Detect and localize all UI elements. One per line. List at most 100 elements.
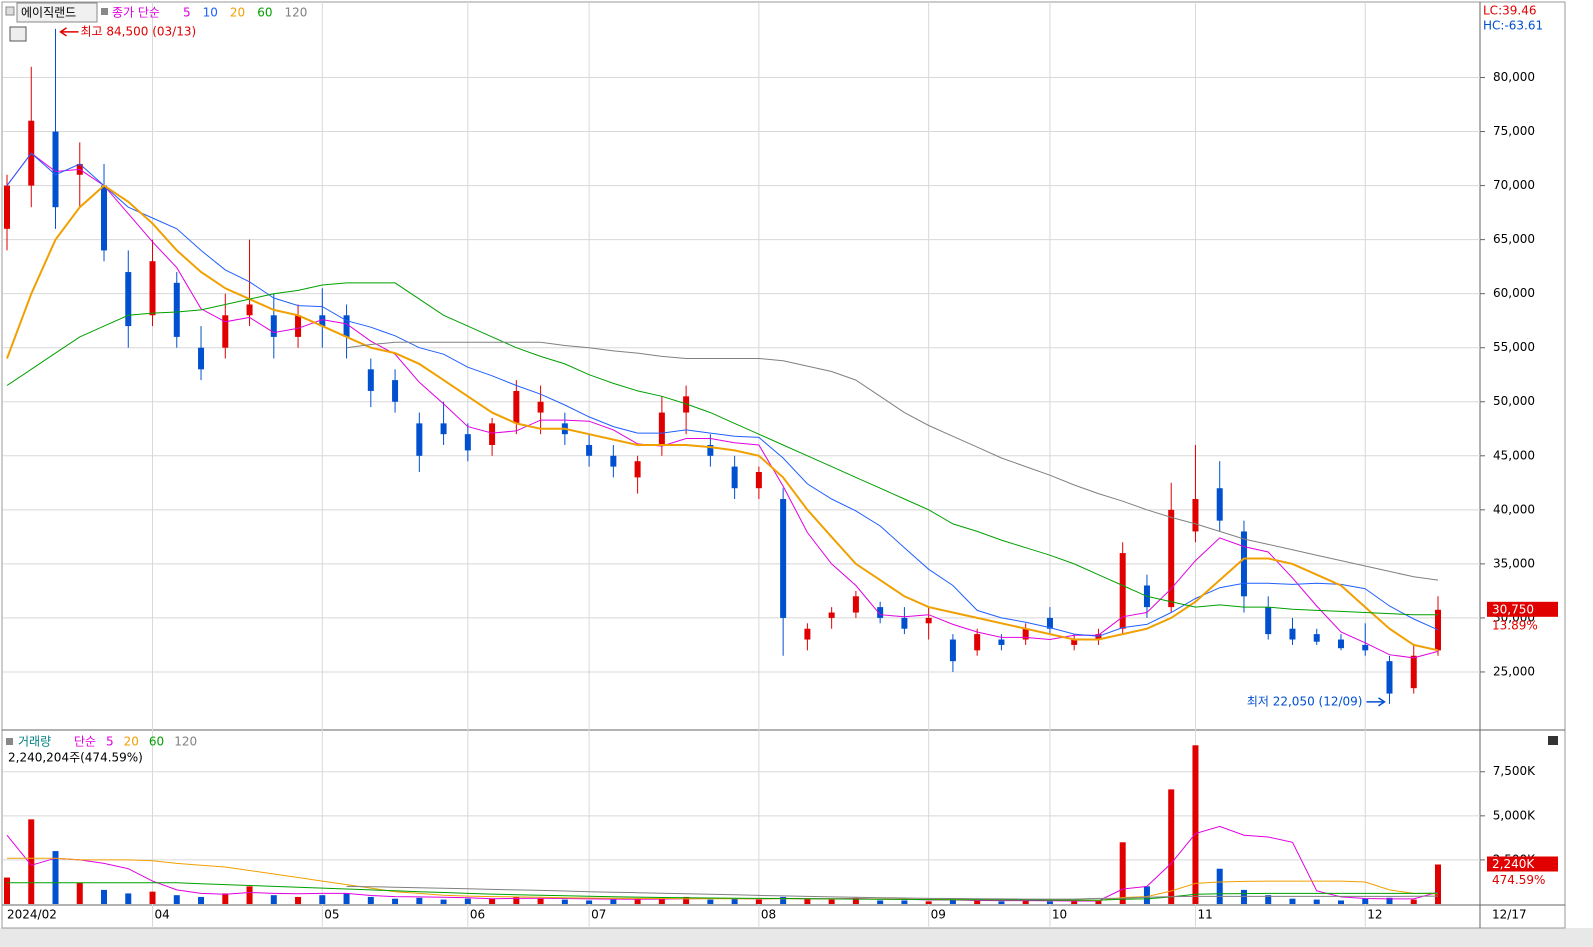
candle-body [513,390,520,424]
x-tick-label: 12 [1367,908,1382,922]
candle-body [949,639,956,662]
candle-body [173,282,180,337]
stock-name[interactable]: 에이직랜드 [21,6,76,20]
ma-line [346,341,1439,581]
frame [1,1,1566,929]
volume-bar [707,899,714,904]
volume-bar [101,889,108,904]
candle-body [198,347,205,370]
candle-body [149,261,156,316]
volume-bar [319,895,326,904]
volume-bar [246,886,253,904]
volume-title: 거래량 [18,735,51,749]
volume-bar [658,897,665,904]
volume-bar [1071,901,1078,904]
table-icon[interactable] [9,26,27,42]
marks [4,28,1441,904]
candle-body [925,617,932,624]
y-tick-label: 60,000 [1493,286,1535,300]
candle-body [222,315,229,348]
legend-entry: 10 [203,6,218,20]
candle-body [270,315,277,337]
x-tick-label: 08 [761,908,776,922]
volume-bar [1143,886,1150,904]
ratio-label: 474.59% [1492,873,1545,887]
volume-bar [28,819,35,904]
volume-bar [1046,901,1053,904]
volume-bar [586,900,593,904]
y-tick-label: 70,000 [1493,178,1535,192]
volume-bar [270,895,277,904]
volume-bar [828,899,835,904]
volume-bar [731,898,738,904]
stock-name-box[interactable] [16,2,98,23]
y-tick-label: 55,000 [1493,340,1535,354]
volume-bar [513,896,520,904]
volume-bar [852,897,859,904]
candle-body [489,423,496,445]
volume-bar [392,898,399,904]
volume-bar [683,896,690,904]
candle-body [828,612,835,618]
candle-body [1095,634,1102,640]
candle-body [537,401,544,413]
y-tick-label: 25,000 [1493,664,1535,678]
volume-bar [1313,899,1320,904]
candle-body [658,412,665,445]
candle-body [974,634,981,651]
volume-bar [173,895,180,904]
volume-bar [1386,897,1393,904]
volume-bar [925,901,932,904]
low-annotation: 최저 22,050 (12/09) [1247,694,1363,708]
candle-body [367,369,374,391]
high-annotation: 최고 84,500 (03/13) [81,24,197,38]
y-tick-label: 45,000 [1493,448,1535,462]
volume-bar [1435,864,1441,904]
legend-entry: 60 [257,6,272,20]
candle-body [1168,509,1175,608]
volume-bar [974,900,981,904]
candle-body [1071,639,1078,645]
candle-body [1022,628,1029,640]
candle-body [755,472,762,489]
last-price-badge [1487,601,1558,617]
candle-body [1362,644,1369,651]
volume-bar [125,893,132,904]
close-button[interactable] [1548,736,1558,745]
lc-label: LC:39.46 [1483,4,1536,18]
x-tick-label: 10 [1052,908,1067,922]
volume-bar [464,898,471,904]
legend-entry: 120 [284,6,307,20]
legend-icon [101,8,108,15]
volume-bar [489,898,496,904]
volume-bar [877,900,884,904]
volume-bar [4,877,10,904]
volume-caption: 2,240,204주(474.59%) [8,751,143,765]
change-label: 13.89% [1492,618,1538,632]
candle-body [998,639,1005,645]
volume-ma-line [7,857,1439,902]
legend-entry: 120 [174,735,197,749]
candle-body [52,131,59,208]
candle-body [295,315,302,337]
candle-body [246,304,253,316]
volume-bar [1289,898,1296,904]
candle-body [877,607,884,618]
volume-legend-prefix: 단순 [74,735,96,749]
candle-body [683,396,690,413]
candle-body [1192,499,1199,532]
volume-bar [149,891,156,904]
volume-bar [537,898,544,904]
labels: 에이직랜드 종가 단순 LC:39.46 HC:-63.61 거래량 단순 2,… [5,2,1558,922]
volume-bar [780,896,787,904]
volume-bar [52,851,59,904]
volume-bar [343,893,350,904]
legend-entry: 5 [183,6,191,20]
legend-entry: 60 [149,735,164,749]
menu-icon[interactable] [5,6,15,16]
volume-ma-line [346,885,1439,900]
volume-bar [1362,898,1369,904]
volume-bar [1265,895,1272,904]
candle-body [1410,655,1417,689]
